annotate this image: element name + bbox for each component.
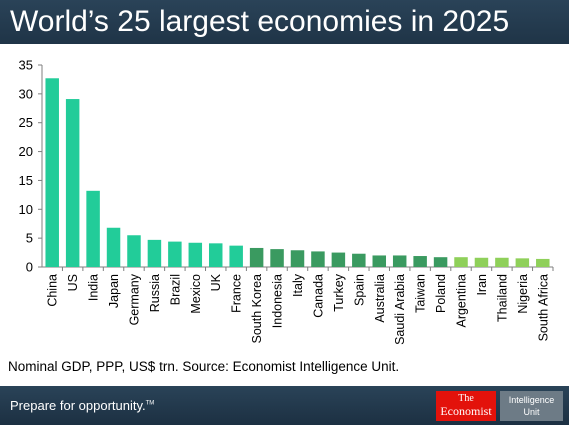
y-tick-label: 5: [26, 231, 33, 246]
bar: [45, 78, 59, 267]
x-tick-label: US: [66, 274, 80, 291]
bar: [249, 247, 264, 267]
chart-title: World’s 25 largest economies in 2025: [10, 5, 510, 38]
bar: [188, 242, 203, 267]
x-tick-label: France: [230, 274, 244, 313]
bar: [270, 249, 284, 267]
x-tick-label: Mexico: [189, 274, 203, 314]
bar: [433, 257, 448, 267]
bar: [106, 227, 121, 267]
x-tick-label: Poland: [434, 274, 448, 313]
trademark-mark: TM: [145, 400, 155, 407]
bar: [454, 257, 468, 267]
bar: [495, 257, 509, 267]
bar: [86, 190, 100, 267]
y-tick-label: 0: [26, 260, 33, 275]
bar: [290, 250, 305, 267]
bar: [65, 99, 80, 268]
x-tick-label: UK: [209, 273, 223, 291]
eiu-logo-line1: Intelligence: [508, 395, 555, 405]
x-tick-label: Indonesia: [271, 274, 285, 328]
x-tick-label: Canada: [311, 274, 325, 318]
eiu-logo-line2: Unit: [523, 407, 540, 417]
x-tick-label: Saudi Arabia: [393, 274, 407, 345]
x-tick-label: China: [46, 274, 60, 307]
x-tick-label: Japan: [107, 274, 121, 308]
y-tick-label: 25: [19, 115, 33, 130]
x-tick-label: Russia: [148, 274, 162, 312]
x-tick-label: Germany: [127, 273, 141, 325]
bar: [331, 252, 346, 267]
x-tick-label: South Korea: [250, 274, 264, 344]
bar: [208, 243, 223, 267]
y-tick-label: 15: [19, 173, 33, 188]
bar: [413, 256, 427, 267]
x-tick-label: Argentina: [455, 274, 469, 328]
economist-logo: The Economist: [436, 391, 496, 421]
bar: [372, 255, 387, 267]
tagline: Prepare for opportunity.TM: [10, 398, 154, 413]
x-tick-label: Brazil: [168, 274, 182, 305]
bar: [392, 255, 407, 267]
x-tick-label: Taiwan: [414, 274, 428, 313]
eiu-logo: Intelligence Unit: [500, 391, 563, 421]
bar: [515, 258, 530, 267]
x-tick-label: Australia: [373, 274, 387, 323]
x-tick-label: India: [87, 274, 101, 301]
x-tick-label: South Africa: [536, 274, 550, 341]
x-tick-label: Italy: [291, 273, 305, 297]
bar: [352, 253, 366, 267]
bar: [311, 251, 325, 267]
tagline-text: Prepare for opportunity.: [10, 398, 146, 413]
x-tick-label: Turkey: [332, 273, 346, 311]
bar: [474, 257, 489, 267]
x-tick-label: Iran: [475, 274, 489, 296]
bar: [229, 245, 243, 267]
x-tick-label: Nigeria: [516, 274, 530, 314]
y-tick-label: 20: [19, 144, 33, 159]
title-bar: World’s 25 largest economies in 2025: [0, 0, 569, 44]
bar-chart: 0 5 10 15 20 25 30 35 China US India Japan Germany Ru…: [19, 58, 554, 345]
economist-logo-line2: Economist: [440, 404, 492, 418]
x-tick-label: Spain: [352, 274, 366, 306]
bar: [127, 235, 141, 267]
bar: [536, 258, 550, 267]
y-tick-label: 10: [19, 202, 33, 217]
x-tick-label: Thailand: [495, 274, 509, 322]
economist-logo-line1: The: [458, 393, 474, 404]
bar: [168, 241, 182, 267]
source-note: Nominal GDP, PPP, US$ trn. Source: Econo…: [8, 359, 400, 374]
y-tick-label: 30: [19, 86, 33, 101]
footer-bar: Prepare for opportunity.TM The Economist…: [0, 386, 569, 425]
bar: [147, 239, 162, 267]
y-tick-label: 35: [19, 58, 33, 73]
